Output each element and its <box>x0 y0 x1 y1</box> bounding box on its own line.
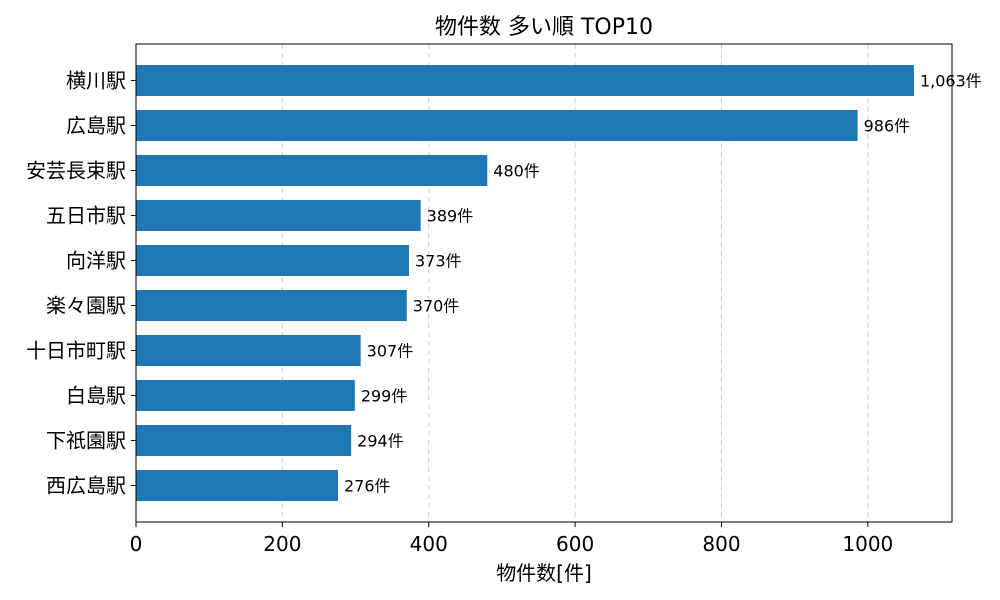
x-tick-label: 200 <box>263 532 301 556</box>
bar <box>136 65 914 96</box>
bar-value-label: 373件 <box>415 252 462 271</box>
bar-value-label: 276件 <box>344 477 391 496</box>
x-tick-label: 400 <box>410 532 448 556</box>
bar <box>136 155 488 186</box>
x-tick-label: 800 <box>702 532 740 556</box>
bar-value-label: 1,063件 <box>920 72 982 91</box>
bars-layer: 1,063件 986件 480件 389件 373件 370件 307件 299件 294件 27… <box>136 65 982 501</box>
x-tick-label: 0 <box>130 532 143 556</box>
bar-value-label: 307件 <box>367 342 414 361</box>
category-label: 広島駅 <box>66 114 126 138</box>
category-label: 十日市町駅 <box>26 339 126 363</box>
bar <box>136 425 352 456</box>
bar-value-label: 986件 <box>864 117 911 136</box>
category-label: 五日市駅 <box>46 204 126 228</box>
category-label: 安芸長束駅 <box>26 159 126 183</box>
bar-value-label: 389件 <box>427 207 474 226</box>
x-axis-label: 物件数[件] <box>496 561 592 585</box>
bar <box>136 245 409 276</box>
category-label: 西広島駅 <box>46 474 126 498</box>
x-tick-label: 600 <box>556 532 594 556</box>
category-label: 楽々園駅 <box>46 294 126 318</box>
bar <box>136 200 421 231</box>
bar <box>136 290 407 321</box>
bar-value-label: 370件 <box>413 297 460 316</box>
bar <box>136 380 355 411</box>
bar <box>136 335 361 366</box>
category-label: 横川駅 <box>66 69 126 93</box>
plot-frame <box>135 43 953 523</box>
bar-value-label: 294件 <box>357 432 404 451</box>
x-axis: 0 200 400 600 800 1000 <box>130 522 893 556</box>
bar-value-label: 480件 <box>493 162 540 181</box>
x-tick-label: 1000 <box>842 532 893 556</box>
category-label: 白島駅 <box>66 384 126 408</box>
bar <box>136 110 858 141</box>
category-label: 下祇園駅 <box>46 429 126 453</box>
bar-value-label: 299件 <box>361 387 408 406</box>
chart-title: 物件数 多い順 TOP10 <box>435 15 653 40</box>
category-label: 向洋駅 <box>66 249 126 273</box>
bar <box>136 470 338 501</box>
